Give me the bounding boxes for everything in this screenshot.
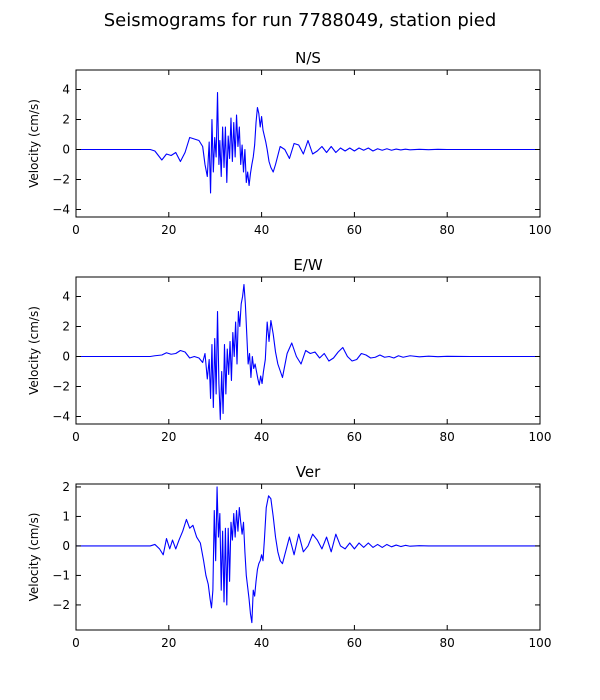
y-tick-label-ns: 4	[62, 83, 70, 97]
axes-frame-ns	[75, 69, 541, 218]
y-tick-label-ns: 2	[62, 113, 70, 127]
x-tick-label-ns: 40	[254, 223, 269, 237]
x-tick-label-ew: 20	[161, 430, 176, 444]
x-tick-label-ver: 0	[72, 636, 80, 650]
series-line-ver	[76, 486, 540, 624]
y-tick-label-ver: 0	[62, 539, 70, 553]
y-tick-label-ns: −2	[52, 173, 70, 187]
x-tick-label-ns: 100	[529, 223, 552, 237]
x-tick-label-ew: 60	[347, 430, 362, 444]
y-axis-label-ew: Velocity (cm/s)	[27, 306, 41, 395]
x-tick-label-ns: 0	[72, 223, 80, 237]
axes-frame-ew	[75, 276, 541, 425]
x-tick-label-ns: 80	[440, 223, 455, 237]
x-tick-label-ns: 60	[347, 223, 362, 237]
chart-title-ns: N/S	[295, 49, 321, 67]
chart-title-ew: E/W	[293, 256, 323, 274]
axes-frame-ver	[75, 483, 541, 631]
series-line-ew	[76, 283, 540, 421]
x-tick-label-ver: 100	[529, 636, 552, 650]
chart-panel-ew: E/W 0 20 40 60 80 100 −4 −2 0 2 4 Velocity (cm/s)	[27, 256, 551, 444]
y-tick-label-ew: −4	[52, 410, 70, 424]
y-tick-label-ver: 2	[62, 480, 70, 494]
y-axis-label-ver: Velocity (cm/s)	[27, 513, 41, 602]
y-tick-label-ns: −4	[52, 203, 70, 217]
chart-panel-ver: Ver 0 20 40 60 80 100 −2 −1 0 1 2 Velocity (cm/s)	[27, 463, 551, 650]
x-tick-label-ver: 40	[254, 636, 269, 650]
figure-title: Seismograms for run 7788049, station pie…	[103, 10, 497, 31]
y-axis-label-ns: Velocity (cm/s)	[27, 99, 41, 188]
x-tick-label-ver: 20	[161, 636, 176, 650]
x-tick-label-ew: 100	[529, 430, 552, 444]
x-tick-label-ns: 20	[161, 223, 176, 237]
chart-panel-ns: N/S 0 20 40 60 80 100 −4 −2 0 2 4 Velocity (cm/s)	[27, 49, 551, 237]
series-line-ns	[76, 91, 540, 194]
y-tick-label-ver: 1	[62, 509, 70, 523]
y-tick-label-ew: 4	[62, 290, 70, 304]
y-tick-label-ew: 2	[62, 320, 70, 334]
x-tick-label-ew: 80	[440, 430, 455, 444]
x-tick-label-ew: 0	[72, 430, 80, 444]
y-tick-label-ew: −2	[52, 380, 70, 394]
y-tick-label-ver: −1	[52, 568, 70, 582]
x-tick-label-ew: 40	[254, 430, 269, 444]
x-tick-label-ver: 60	[347, 636, 362, 650]
chart-title-ver: Ver	[296, 463, 321, 481]
y-tick-label-ew: 0	[62, 350, 70, 364]
y-tick-label-ver: −2	[52, 598, 70, 612]
x-tick-label-ver: 80	[440, 636, 455, 650]
y-tick-label-ns: 0	[62, 143, 70, 157]
